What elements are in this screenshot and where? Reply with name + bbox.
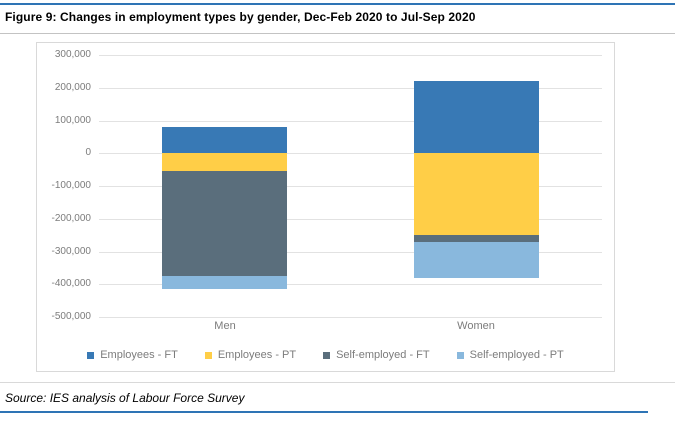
legend-label: Self-employed - FT bbox=[336, 349, 430, 361]
gridline bbox=[99, 55, 602, 56]
x-axis-label-men: Men bbox=[214, 320, 236, 332]
gridline bbox=[99, 153, 602, 154]
top-accent-rule bbox=[0, 3, 675, 5]
bar-segment-self-employed-pt-men bbox=[162, 276, 287, 289]
legend-item-self-employed-pt: Self-employed - PT bbox=[456, 349, 564, 361]
bar-segment-employees-ft-men bbox=[162, 127, 287, 153]
y-tick-label: -300,000 bbox=[51, 246, 91, 257]
gridline bbox=[99, 186, 602, 187]
legend-swatch-icon bbox=[87, 351, 95, 359]
gridline bbox=[99, 284, 602, 285]
y-tick-label: -100,000 bbox=[51, 180, 91, 191]
gridline bbox=[99, 88, 602, 89]
legend-label: Self-employed - PT bbox=[469, 349, 564, 361]
y-tick-label: -400,000 bbox=[51, 278, 91, 289]
x-axis-label-women: Women bbox=[457, 320, 495, 332]
legend-item-employees-pt: Employees - PT bbox=[204, 349, 297, 361]
source-note: Source: IES analysis of Labour Force Sur… bbox=[5, 391, 245, 405]
bar-segment-employees-ft-women bbox=[414, 81, 539, 153]
bar-segment-self-employed-pt-women bbox=[414, 242, 539, 278]
y-tick-label: 0 bbox=[85, 147, 91, 158]
legend-swatch-icon bbox=[456, 351, 464, 359]
bar-segment-self-employed-ft-men bbox=[162, 171, 287, 276]
bar-segment-employees-pt-women bbox=[414, 153, 539, 235]
figure-title: Figure 9: Changes in employment types by… bbox=[5, 10, 476, 24]
gridline bbox=[99, 219, 602, 220]
legend-swatch-icon bbox=[323, 351, 331, 359]
title-divider bbox=[0, 33, 675, 34]
gridline bbox=[99, 121, 602, 122]
y-tick-label: 100,000 bbox=[54, 115, 91, 126]
bottom-accent-rule bbox=[0, 411, 648, 413]
y-tick-label: -200,000 bbox=[51, 213, 91, 224]
chart-area: 300,000 200,000 100,000 0 -100,000 -200,000 -3… bbox=[36, 42, 615, 372]
bar-segment-employees-pt-men bbox=[162, 153, 287, 171]
source-divider bbox=[0, 382, 675, 383]
gridline bbox=[99, 317, 602, 318]
y-tick-label: -500,000 bbox=[51, 311, 91, 322]
bar-segment-self-employed-ft-women bbox=[414, 235, 539, 242]
legend-item-employees-ft: Employees - FT bbox=[87, 349, 178, 361]
y-tick-label: 300,000 bbox=[54, 49, 91, 60]
legend-label: Employees - PT bbox=[217, 349, 297, 361]
chart-legend: Employees - FT Employees - PT Self-employe… bbox=[37, 346, 614, 364]
y-tick-label: 200,000 bbox=[54, 82, 91, 93]
gridline bbox=[99, 252, 602, 253]
legend-label: Employees - FT bbox=[100, 349, 178, 361]
legend-swatch-icon bbox=[204, 351, 212, 359]
plot-area: 300,000 200,000 100,000 0 -100,000 -200,000 -3… bbox=[52, 49, 602, 322]
legend-item-self-employed-ft: Self-employed - FT bbox=[323, 349, 430, 361]
